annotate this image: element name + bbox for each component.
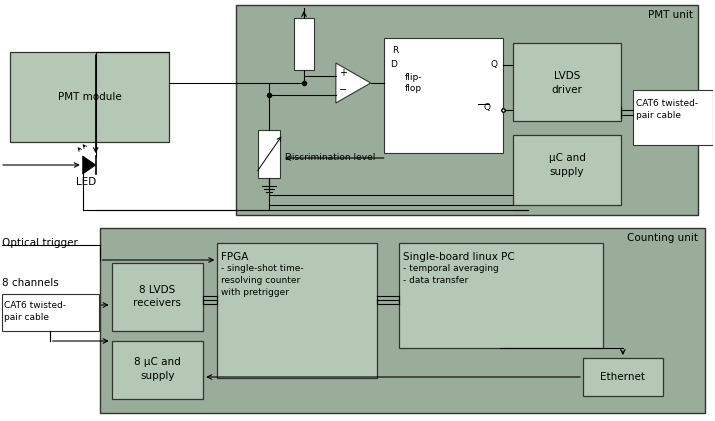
Text: Optical trigger: Optical trigger [2,238,78,248]
Bar [294,18,314,70]
Bar [112,263,203,331]
Text: CAT6 twisted-: CAT6 twisted- [636,99,698,108]
Text: Single-board linux PC: Single-board linux PC [403,252,514,262]
Text: receivers: receivers [134,298,182,308]
Text: −: − [339,85,347,95]
Polygon shape [336,63,370,103]
Text: LVDS: LVDS [554,71,581,81]
Bar [236,5,698,215]
Text: FPGA: FPGA [221,252,249,262]
Bar [583,358,663,396]
Bar [10,52,169,142]
Text: Q: Q [490,60,498,69]
Polygon shape [83,156,96,174]
Text: pair cable: pair cable [636,111,681,120]
Bar [513,135,621,205]
Text: - temporal averaging: - temporal averaging [403,264,498,273]
Bar [399,243,603,348]
Text: R: R [392,46,398,55]
Bar [384,38,503,153]
Text: Counting unit: Counting unit [626,233,698,243]
Text: flip-: flip- [405,73,422,82]
Text: μC and: μC and [548,153,586,163]
Text: 8 μC and: 8 μC and [134,357,181,367]
Text: Discrimination level: Discrimination level [285,153,375,162]
Text: PMT unit: PMT unit [648,10,693,20]
Text: supply: supply [550,167,584,177]
Bar [258,130,280,178]
Text: driver: driver [551,85,583,95]
Text: D: D [390,60,397,69]
Text: - single-shot time-: - single-shot time- [221,264,304,273]
Text: 8 channels: 8 channels [2,278,59,288]
Text: - data transfer: - data transfer [403,276,468,285]
Bar [513,43,621,121]
Bar [2,294,99,331]
Text: Q: Q [483,103,490,112]
Text: CAT6 twisted-: CAT6 twisted- [4,301,66,310]
Text: PMT module: PMT module [58,92,122,102]
Bar [633,90,713,145]
Text: with pretrigger: with pretrigger [221,288,290,297]
Text: resolving counter: resolving counter [221,276,300,285]
Text: pair cable: pair cable [4,313,49,322]
Text: Ethernet: Ethernet [601,372,646,382]
Text: +: + [339,68,347,78]
Text: flop: flop [405,84,422,93]
Bar [112,341,203,399]
Bar [99,228,704,413]
Bar [217,243,377,378]
Text: LED: LED [76,177,96,187]
Text: 8 LVDS: 8 LVDS [139,285,176,295]
Text: supply: supply [140,371,174,381]
